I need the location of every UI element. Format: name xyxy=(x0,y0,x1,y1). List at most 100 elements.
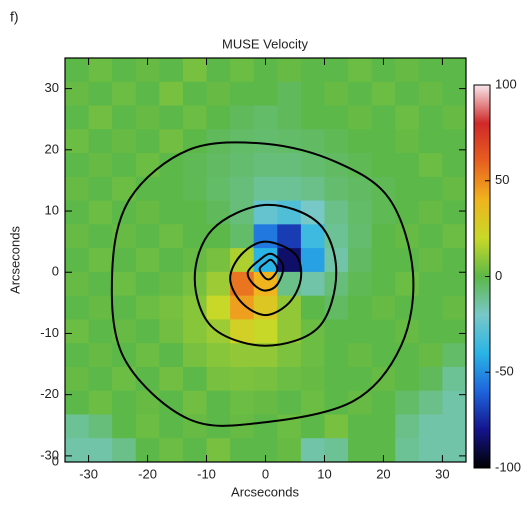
velocity-cell xyxy=(418,414,443,439)
velocity-cell xyxy=(206,81,231,107)
contour xyxy=(229,240,303,317)
velocity-cell xyxy=(182,343,208,368)
velocity-cell xyxy=(300,200,325,225)
velocity-cell xyxy=(348,271,373,297)
colorbar-tick-label: -50 xyxy=(495,364,514,379)
map xyxy=(65,58,467,463)
velocity-cell xyxy=(418,200,443,225)
velocity-cell xyxy=(418,224,443,249)
velocity-cell xyxy=(442,176,467,202)
velocity-cell xyxy=(395,105,420,130)
velocity-cell xyxy=(348,438,373,463)
velocity-cell xyxy=(206,58,231,83)
velocity-cell xyxy=(206,438,231,463)
velocity-cell xyxy=(418,129,443,154)
velocity-cell xyxy=(442,438,467,463)
velocity-cell xyxy=(112,200,137,225)
y-tick-label: 20 xyxy=(45,141,59,156)
x-tick-label: -10 xyxy=(197,466,216,481)
x-tick-label: -20 xyxy=(138,466,157,481)
velocity-cell xyxy=(88,295,113,320)
velocity-cell xyxy=(135,129,160,154)
colorbar-tick-label: 100 xyxy=(495,76,517,91)
velocity-cell xyxy=(206,200,231,225)
x-tick-label: 30 xyxy=(435,466,449,481)
velocity-cell xyxy=(230,414,255,439)
velocity-cell xyxy=(418,271,443,297)
velocity-cell xyxy=(135,295,160,320)
velocity-cell xyxy=(159,176,184,202)
velocity-cell xyxy=(159,200,184,225)
velocity-cell xyxy=(182,129,208,154)
velocity-cell xyxy=(324,366,349,392)
velocity-cell xyxy=(230,81,255,107)
velocity-cell xyxy=(88,81,113,107)
velocity-cell xyxy=(371,200,396,225)
velocity-cell xyxy=(253,153,278,178)
velocity-cell xyxy=(442,58,467,83)
velocity-cell xyxy=(230,438,255,463)
y-tick-label: -10 xyxy=(40,325,59,340)
velocity-cell xyxy=(88,129,113,154)
velocity-cell xyxy=(395,438,420,463)
x-tick-label: 0 xyxy=(262,466,269,481)
velocity-cell xyxy=(230,200,255,225)
velocity-cell xyxy=(348,414,373,439)
velocity-cell xyxy=(371,271,396,297)
velocity-cell xyxy=(300,248,325,273)
velocity-cell xyxy=(277,390,302,415)
velocity-cell xyxy=(324,319,349,344)
velocity-cell xyxy=(418,176,443,202)
velocity-cell xyxy=(300,438,325,463)
velocity-cell xyxy=(206,224,231,249)
colorbar-tick-label: 50 xyxy=(495,172,509,187)
velocity-cell xyxy=(112,295,137,320)
velocity-cell xyxy=(371,129,396,154)
velocity-cell xyxy=(88,153,113,178)
velocity-cell xyxy=(395,414,420,439)
velocity-cell xyxy=(253,248,278,273)
velocity-cell xyxy=(135,248,160,273)
velocity-cell xyxy=(112,153,137,178)
velocity-cell xyxy=(348,176,373,202)
velocity-cell xyxy=(88,319,113,344)
velocity-cell xyxy=(300,343,325,368)
velocity-cell xyxy=(230,295,255,320)
velocity-cell xyxy=(348,200,373,225)
velocity-cell xyxy=(371,224,396,249)
velocity-cell xyxy=(418,438,443,463)
velocity-cell xyxy=(65,81,90,107)
velocity-cell xyxy=(277,295,302,320)
contour xyxy=(258,258,279,281)
velocity-cell xyxy=(65,176,90,202)
velocity-cell xyxy=(135,319,160,344)
velocity-cell xyxy=(65,343,90,368)
velocity-cell xyxy=(135,224,160,249)
velocity-cell xyxy=(135,176,160,202)
velocity-cell xyxy=(253,224,278,249)
velocity-cell xyxy=(371,390,396,415)
velocity-cell xyxy=(442,81,467,107)
velocity-cell xyxy=(65,58,90,83)
velocity-cell xyxy=(348,366,373,392)
velocity-cell xyxy=(348,224,373,249)
velocity-cell xyxy=(182,319,208,344)
velocity-cell xyxy=(418,248,443,273)
velocity-cell xyxy=(324,129,349,154)
velocity-cell xyxy=(135,200,160,225)
velocity-cell xyxy=(206,343,231,368)
velocity-cell xyxy=(300,414,325,439)
velocity-cell xyxy=(442,200,467,225)
velocity-cell xyxy=(253,81,278,107)
velocity-cell xyxy=(65,224,90,249)
velocity-cell xyxy=(300,271,325,297)
velocity-cell xyxy=(371,295,396,320)
velocity-cell xyxy=(135,271,160,297)
velocity-cell xyxy=(277,58,302,83)
velocity-cell xyxy=(395,176,420,202)
velocity-cell xyxy=(159,129,184,154)
velocity-cell xyxy=(253,414,278,439)
velocity-cell xyxy=(253,176,278,202)
x-axis-label: Arcseconds xyxy=(231,484,299,499)
velocity-cell xyxy=(348,319,373,344)
